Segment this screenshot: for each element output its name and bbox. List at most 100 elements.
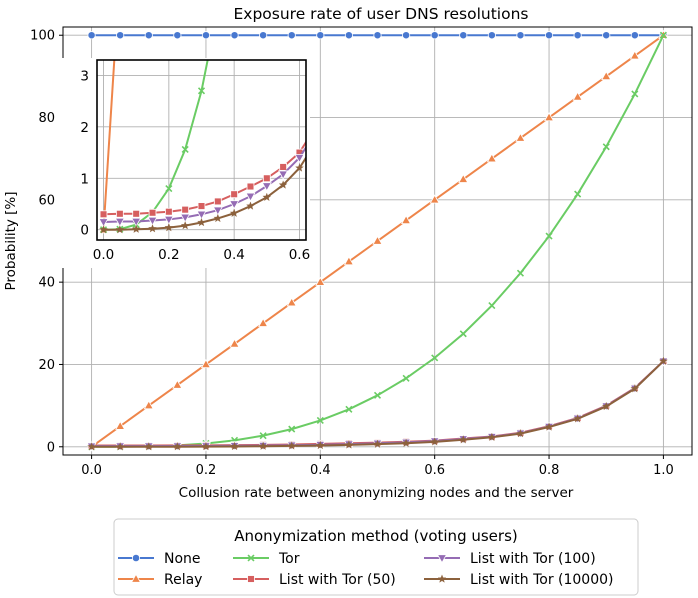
y-tick-label: 60 bbox=[38, 193, 55, 208]
data-point bbox=[402, 31, 411, 40]
inset-data-point bbox=[246, 182, 255, 191]
data-point bbox=[230, 31, 239, 40]
data-point bbox=[315, 276, 326, 286]
y-tick-label: 20 bbox=[38, 358, 55, 373]
data-point bbox=[430, 31, 439, 40]
data-point bbox=[87, 31, 96, 40]
data-point bbox=[344, 31, 353, 40]
inset-data-point bbox=[197, 202, 206, 210]
y-tick-label: 100 bbox=[30, 29, 55, 44]
data-point bbox=[631, 90, 639, 98]
series-none bbox=[87, 31, 668, 40]
data-point bbox=[602, 31, 611, 40]
data-point bbox=[458, 435, 468, 444]
inset-data-point bbox=[164, 223, 174, 232]
series-line bbox=[91, 360, 665, 447]
legend-label: List with Tor (50) bbox=[279, 572, 396, 588]
inset-data-point bbox=[230, 190, 239, 199]
data-point bbox=[172, 379, 183, 389]
x-tick-label: 1.0 bbox=[653, 463, 674, 478]
data-point bbox=[258, 317, 269, 327]
data-point bbox=[574, 190, 582, 198]
inset-series-list-with-tor-100 bbox=[98, 145, 306, 228]
inset-data-point bbox=[181, 205, 190, 214]
data-point bbox=[459, 330, 467, 338]
legend-item-list-with-tor-50: List with Tor (50) bbox=[233, 572, 396, 588]
data-point bbox=[544, 422, 554, 431]
data-point bbox=[659, 31, 667, 39]
inset-data-point bbox=[196, 210, 207, 220]
inset-data-point bbox=[213, 197, 222, 206]
legend-marker bbox=[436, 554, 448, 564]
data-point bbox=[373, 391, 382, 399]
data-point bbox=[229, 338, 240, 348]
inset-x-tick-label: 0.4 bbox=[223, 247, 244, 263]
inset-series bbox=[98, 60, 306, 234]
data-point bbox=[487, 432, 497, 441]
data-point bbox=[343, 256, 354, 266]
data-point bbox=[230, 441, 239, 451]
data-point bbox=[401, 438, 411, 447]
inset-data-point bbox=[132, 209, 141, 218]
data-point bbox=[259, 432, 267, 440]
inset-y-tick-label: 2 bbox=[80, 120, 89, 136]
data-point bbox=[545, 232, 553, 240]
inset-data-point bbox=[245, 192, 256, 202]
legend-item-list-with-tor-10000: List with Tor (10000) bbox=[424, 572, 613, 588]
data-point bbox=[372, 235, 383, 245]
data-point bbox=[287, 441, 297, 450]
legend-label: List with Tor (100) bbox=[470, 551, 596, 567]
inset-data-point bbox=[262, 174, 271, 183]
legend-title: Anonymization method (voting users) bbox=[234, 527, 518, 545]
data-point bbox=[543, 112, 555, 122]
series-relay bbox=[86, 29, 669, 451]
inset-data-point bbox=[279, 163, 287, 171]
data-point bbox=[601, 401, 611, 411]
data-point bbox=[316, 416, 324, 424]
inset-series-list-with-tor-50 bbox=[99, 140, 306, 219]
data-point bbox=[288, 425, 296, 433]
y-axis-label: Probability [%] bbox=[3, 191, 19, 290]
legend-marker bbox=[247, 575, 255, 583]
inset-data-point bbox=[147, 216, 158, 226]
inset-data-point bbox=[163, 215, 174, 225]
data-point bbox=[115, 420, 126, 430]
y-tick-label: 0 bbox=[47, 440, 55, 455]
inset-frame bbox=[96, 59, 307, 241]
main-series bbox=[86, 29, 669, 452]
x-axis-label: Collusion rate between anonymizing nodes… bbox=[179, 485, 574, 501]
series-list-with-tor-50 bbox=[87, 357, 668, 450]
inset-data-point bbox=[278, 170, 289, 180]
data-point bbox=[345, 405, 353, 413]
chart-title: Exposure rate of user DNS resolutions bbox=[233, 5, 528, 23]
data-point bbox=[316, 31, 325, 40]
y-tick-label: 40 bbox=[38, 276, 55, 291]
data-point bbox=[601, 70, 612, 81]
legend-marker bbox=[131, 553, 141, 563]
data-point bbox=[201, 442, 211, 451]
inset-data-point bbox=[114, 217, 125, 227]
legend-item-list-with-tor-100: List with Tor (100) bbox=[424, 551, 596, 567]
data-point bbox=[516, 269, 525, 277]
inset-data-point bbox=[213, 213, 223, 223]
legend: Anonymization method (voting users) None… bbox=[113, 518, 639, 596]
data-point bbox=[401, 215, 412, 225]
data-point bbox=[344, 440, 354, 449]
data-point bbox=[488, 302, 496, 310]
x-tick-label: 0.0 bbox=[81, 463, 102, 478]
inset-y-tick-label: 3 bbox=[80, 68, 89, 84]
data-point bbox=[373, 439, 382, 448]
inset-y-tick-label: 0 bbox=[80, 223, 89, 239]
legend-label: None bbox=[164, 551, 201, 567]
data-point bbox=[173, 31, 182, 40]
inset-zoom-plot: 0.0 0.2 0.4 0.6 0 1 2 3 bbox=[57, 58, 310, 268]
data-point bbox=[573, 31, 582, 40]
inset-data-point bbox=[99, 210, 108, 219]
legend-item-tor: Tor bbox=[233, 551, 300, 567]
data-point bbox=[572, 91, 583, 101]
data-point bbox=[286, 297, 297, 307]
inset-data-point bbox=[115, 225, 125, 234]
inset-data-point bbox=[181, 145, 189, 154]
